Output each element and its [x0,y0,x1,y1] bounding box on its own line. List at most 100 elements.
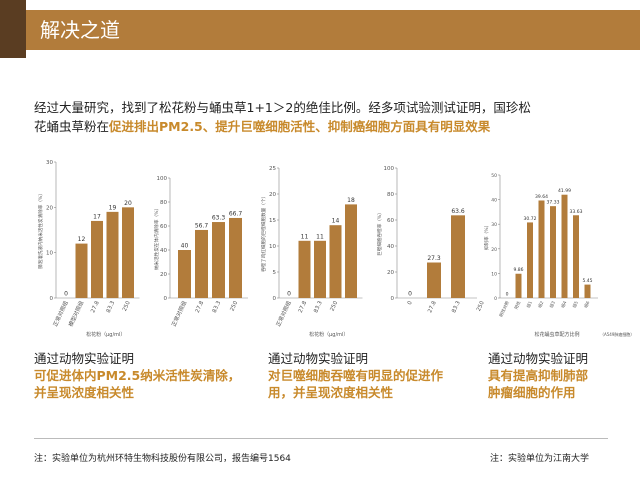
bar-value-label: 27.3 [427,255,441,262]
x-category-label: 正常对照组 [169,299,188,328]
bar-value-label: 33.63 [570,209,583,215]
x-category-label: 83.3 [451,300,462,314]
bar-value-label: 5.45 [582,278,592,284]
intro-line-1: 经过大量研究，找到了松花粉与蛹虫草1+1＞2的绝佳比例。经多项试验测试证明，国珍… [34,100,531,115]
y-tick-label: 50 [491,173,497,179]
caption-3-highlight: 具有提高抑制肺部肿瘤细胞的作用 [488,368,589,400]
y-axis-title: 吞噬了鸡红细胞的巨噬细胞数量（个） [260,194,267,272]
y-tick-label: 25 [269,166,276,172]
bar [75,243,88,298]
bar-value-label: 17 [93,213,101,220]
caption-2-highlight: 对巨噬细胞吞噬有明显的促进作用，并呈现浓度相关性 [268,368,444,400]
y-tick-label: 10 [491,271,497,277]
y-tick-label: 20 [46,205,53,211]
x-category-label: 250 [476,300,486,313]
y-tick-label: 100 [384,166,395,172]
caption-3-title: 通过动物实验证明 [488,351,589,366]
x-category-label: 27.8 [298,300,309,314]
y-tick-label: 60 [387,218,394,224]
y-tick-label: 20 [269,192,276,198]
bar-value-label: 63.3 [212,215,226,222]
y-tick-label: 0 [494,296,497,302]
x-axis-note: （A549肺癌细胞） [600,331,634,337]
y-tick-label: 10 [269,244,276,250]
y-tick-label: 40 [491,198,497,204]
y-tick-label: 5 [273,270,277,276]
bar [561,194,568,298]
y-axis-title: 纳米活性炭在体内清除率（%） [153,206,160,270]
x-category-label: 组3 [548,300,556,309]
bar [345,204,357,298]
bar [229,217,242,298]
y-axis-title: 巨噬细胞吞噬率（%） [376,210,383,256]
footnote-left: 注：实验单位为杭州环特生物科技股份有限公司，报告编号1564 [34,454,291,464]
bar [178,250,191,298]
bar [122,207,134,298]
x-category-label: 83.3 [106,300,117,314]
bar-value-label: 19 [109,204,117,211]
y-tick-label: 0 [164,296,168,302]
bar-value-label: 0 [64,291,68,298]
bar [573,215,579,298]
y-axis-title: 抑制率（%） [483,223,490,250]
caption-1-title: 通过动物实验证明 [34,351,135,366]
bar-value-label: 30.72 [524,216,537,222]
y-tick-label: 60 [160,224,167,230]
x-category-label: 组1 [525,300,533,309]
bar [298,240,311,298]
bar-value-label: 0 [287,291,291,298]
bar [550,206,556,298]
footnote-right: 注：实验单位为江南大学 [490,454,590,464]
y-tick-label: 40 [387,244,394,250]
bar-value-label: 63.6 [451,208,465,215]
bar-value-label: 11 [316,233,324,240]
x-category-label: 正常对照组 [51,299,70,328]
bar [212,222,225,298]
slide-header: 解决之道 [0,0,640,58]
caption-3: 通过动物实验证明 具有提高抑制肺部肿瘤细胞的作用 [488,350,598,401]
x-category-label: 27.8 [195,300,206,314]
y-tick-label: 10 [46,251,53,257]
page-title: 解决之道 [40,18,120,42]
x-category-label: 阴性对照 [497,300,510,318]
header-side-block [0,0,26,58]
bar [427,262,441,298]
x-category-label: 组5 [571,300,579,309]
chart-macrophage-count: 0 5 10 15 20 25 吞噬了鸡红细胞的巨噬细胞数量（个） 0 11 11 14 18 正常对照… [260,166,363,338]
x-category-label: 250 [229,300,239,313]
x-category-label: 组2 [536,300,544,309]
x-category-label: 83.3 [212,300,223,314]
x-category-label: 250 [122,300,132,313]
bar-value-label: 0 [506,292,509,298]
y-tick-label: 30 [46,160,53,166]
bar [538,200,545,298]
bar-value-label: 41.99 [558,188,571,194]
bar-value-label: 9.86 [513,267,523,273]
y-tick-label: 80 [160,200,167,206]
bar [91,220,103,298]
bar-value-label: 66.7 [229,210,243,217]
bar-value-label: 37.33 [547,200,560,206]
y-tick-label: 15 [269,218,276,224]
bar-value-label: 11 [301,233,309,240]
intro-line-2-plain: 花蛹虫草粉在 [34,119,110,134]
caption-1: 通过动物实验证明 可促进体内PM2.5纳米活性炭清除，并呈现浓度相关性 [34,350,249,401]
caption-1-highlight: 可促进体内PM2.5纳米活性炭清除，并呈现浓度相关性 [34,368,241,400]
x-category-label: 0 [407,300,414,306]
x-axis-title: 松花粉（μg/ml） [86,331,125,338]
bar [584,284,591,298]
header-band: 解决之道 [26,10,640,50]
y-tick-label: 30 [491,222,497,228]
bar-value-label: 39.64 [535,194,548,200]
x-axis-title: 松花蛹虫草配方比例 [534,331,579,338]
x-category-label: 正常对照组 [274,299,293,328]
y-tick-label: 40 [160,248,167,254]
bottom-divider [34,438,608,439]
bar-value-label: 12 [78,236,86,243]
bar [106,211,119,298]
caption-2: 通过动物实验证明 对巨噬细胞吞噬有明显的促进作用，并呈现浓度相关性 [268,350,463,401]
bar-value-label: 18 [347,197,355,204]
bar [451,215,465,298]
x-category-label: 27.8 [90,300,101,314]
